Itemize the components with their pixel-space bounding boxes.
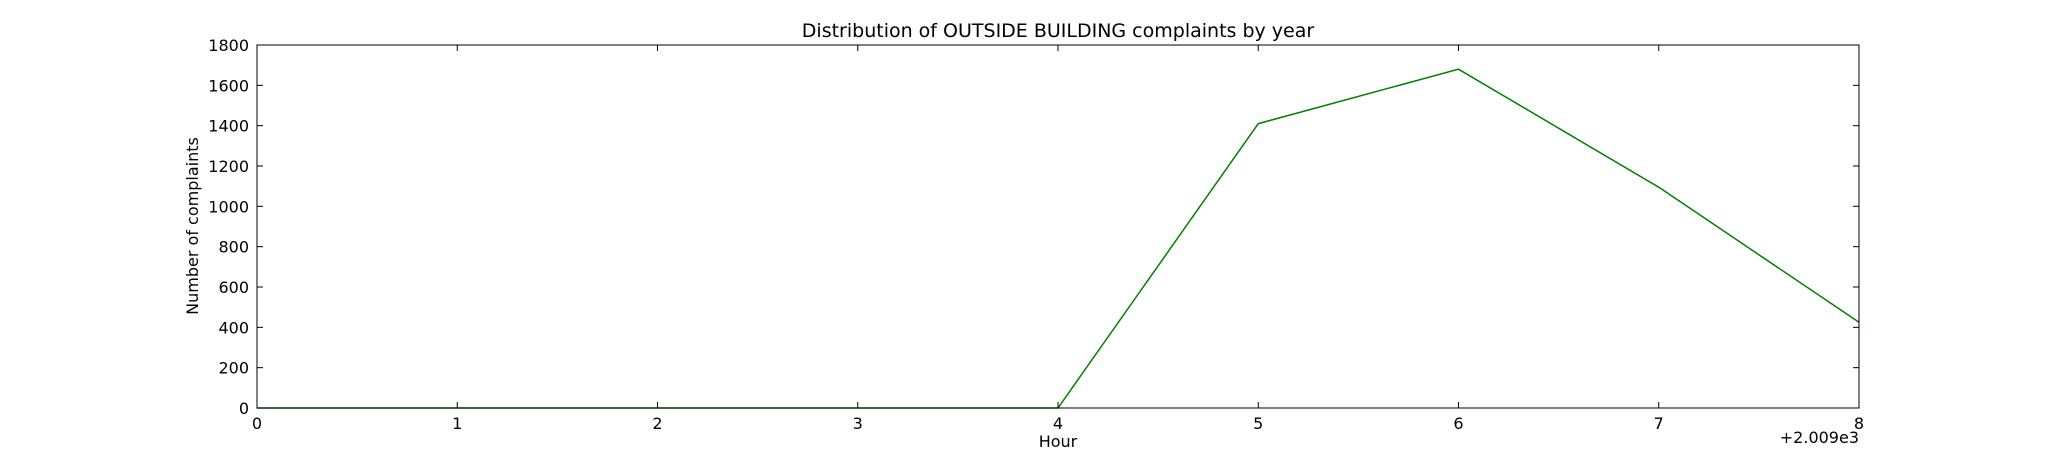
- x-tick-label: 8: [1854, 414, 1864, 433]
- y-tick-label: 1000: [208, 197, 249, 216]
- y-tick-label: 800: [218, 238, 249, 257]
- x-axis: 0 1 2 3 4 5 6 7 8: [252, 45, 1864, 433]
- y-tick-label: 1600: [208, 76, 249, 95]
- plot-frame: [256, 44, 1860, 409]
- y-tick-label: 200: [218, 359, 249, 378]
- x-axis-label: Hour: [1039, 432, 1078, 450]
- chart-title: Distribution of OUTSIDE BUILDING complai…: [802, 20, 1315, 42]
- plot-area: [257, 68, 1860, 409]
- y-tick-label: 1200: [208, 157, 249, 176]
- x-tick-label: 7: [1654, 414, 1664, 433]
- x-axis-offset-label: +2.009e3: [1780, 428, 1859, 447]
- x-tick-label: 3: [853, 414, 863, 433]
- y-tick-label: 400: [218, 318, 249, 337]
- x-tick-label: 2: [652, 414, 662, 433]
- series-line-0: [257, 68, 1860, 409]
- x-tick-label: 4: [1053, 414, 1063, 433]
- y-tick-label: 600: [218, 278, 249, 297]
- x-tick-label: 0: [252, 414, 262, 433]
- x-tick-label: 5: [1253, 414, 1263, 433]
- x-tick-label: 6: [1453, 414, 1463, 433]
- y-tick-label: 1400: [208, 117, 249, 136]
- y-axis: 0 200 400 600 800 1000 1200 1400 1600 1800: [208, 36, 1859, 418]
- y-tick-label: 1800: [208, 36, 249, 55]
- x-tick-label: 1: [452, 414, 462, 433]
- y-axis-label: Number of complaints: [183, 137, 202, 315]
- y-tick-label: 0: [239, 399, 249, 418]
